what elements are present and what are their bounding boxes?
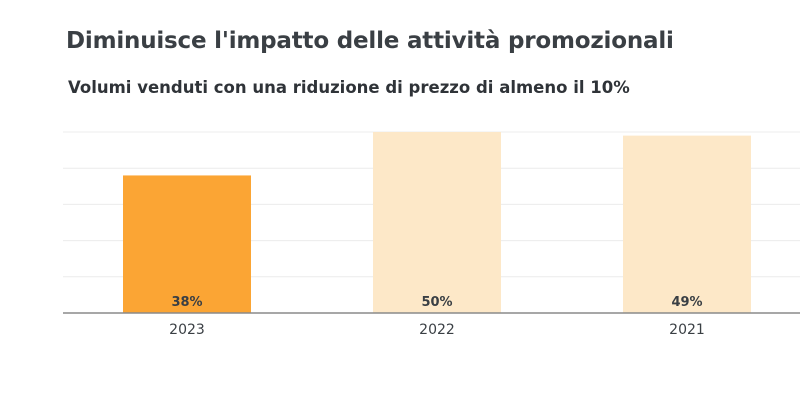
bar-2022 — [373, 132, 501, 313]
value-label-2022: 50% — [421, 295, 452, 310]
bar-2021 — [623, 135, 751, 313]
value-labels: 38% 50% 49% — [171, 295, 702, 310]
value-label-2021: 49% — [671, 295, 702, 310]
bars — [123, 132, 751, 313]
x-tick-2021: 2021 — [669, 322, 705, 338]
x-tick-2023: 2023 — [169, 322, 205, 338]
chart-title: Diminuisce l'impatto delle attività prom… — [66, 28, 674, 54]
bar-2023 — [123, 175, 251, 313]
value-label-2023: 38% — [171, 295, 202, 310]
x-tick-2022: 2022 — [419, 322, 455, 338]
x-tick-labels: 2023 2022 2021 — [169, 322, 705, 338]
chart-subtitle: Volumi venduti con una riduzione di prez… — [68, 78, 630, 97]
